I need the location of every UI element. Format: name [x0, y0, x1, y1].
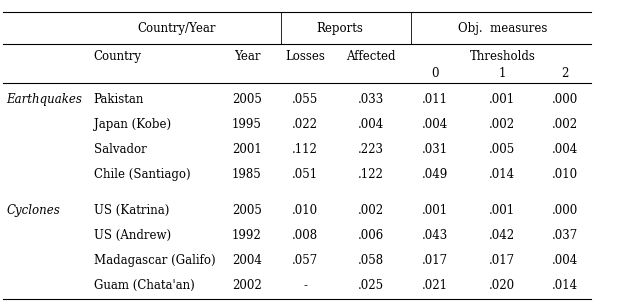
Text: Obj.  measures: Obj. measures — [458, 22, 548, 35]
Text: .057: .057 — [292, 254, 318, 267]
Text: .011: .011 — [422, 93, 448, 106]
Text: .000: .000 — [552, 204, 579, 217]
Text: 2001: 2001 — [232, 143, 261, 156]
Text: .033: .033 — [358, 93, 384, 106]
Text: 2005: 2005 — [232, 93, 262, 106]
Text: -: - — [303, 279, 307, 292]
Text: .049: .049 — [422, 168, 448, 181]
Text: .002: .002 — [358, 204, 384, 217]
Text: .001: .001 — [489, 204, 515, 217]
Text: .006: .006 — [358, 229, 384, 242]
Text: 1985: 1985 — [232, 168, 261, 181]
Text: 2004: 2004 — [232, 254, 262, 267]
Text: .017: .017 — [489, 254, 515, 267]
Text: Pakistan: Pakistan — [94, 93, 144, 106]
Text: .020: .020 — [489, 279, 515, 292]
Text: .001: .001 — [422, 204, 448, 217]
Text: Country: Country — [94, 50, 142, 63]
Text: .014: .014 — [552, 279, 579, 292]
Text: Reports: Reports — [316, 22, 363, 35]
Text: 1: 1 — [498, 67, 506, 80]
Text: Thresholds: Thresholds — [470, 50, 536, 63]
Text: 1992: 1992 — [232, 229, 261, 242]
Text: Affected: Affected — [346, 50, 396, 63]
Text: Guam (Chata'an): Guam (Chata'an) — [94, 279, 194, 292]
Text: .031: .031 — [422, 143, 448, 156]
Text: .002: .002 — [489, 118, 515, 131]
Text: Cyclones: Cyclones — [6, 204, 60, 217]
Text: 1995: 1995 — [232, 118, 262, 131]
Text: 2: 2 — [561, 67, 569, 80]
Text: Chile (Santiago): Chile (Santiago) — [94, 168, 191, 181]
Text: Year: Year — [234, 50, 260, 63]
Text: .004: .004 — [358, 118, 384, 131]
Text: .001: .001 — [489, 93, 515, 106]
Text: .042: .042 — [489, 229, 515, 242]
Text: US (Andrew): US (Andrew) — [94, 229, 171, 242]
Text: .025: .025 — [358, 279, 384, 292]
Text: Japan (Kobe): Japan (Kobe) — [94, 118, 171, 131]
Text: .010: .010 — [292, 204, 318, 217]
Text: Losses: Losses — [285, 50, 325, 63]
Text: .122: .122 — [358, 168, 384, 181]
Text: .008: .008 — [292, 229, 318, 242]
Text: 2002: 2002 — [232, 279, 261, 292]
Text: Country/Year: Country/Year — [137, 22, 216, 35]
Text: US (Katrina): US (Katrina) — [94, 204, 169, 217]
Text: .022: .022 — [292, 118, 318, 131]
Text: .058: .058 — [358, 254, 384, 267]
Text: .055: .055 — [292, 93, 318, 106]
Text: .004: .004 — [552, 143, 579, 156]
Text: .043: .043 — [422, 229, 448, 242]
Text: .004: .004 — [552, 254, 579, 267]
Text: .021: .021 — [422, 279, 448, 292]
Text: 2005: 2005 — [232, 204, 262, 217]
Text: .000: .000 — [552, 93, 579, 106]
Text: Salvador: Salvador — [94, 143, 146, 156]
Text: .051: .051 — [292, 168, 318, 181]
Text: Earthquakes: Earthquakes — [6, 93, 82, 106]
Text: .112: .112 — [292, 143, 318, 156]
Text: .005: .005 — [489, 143, 515, 156]
Text: 0: 0 — [431, 67, 439, 80]
Text: Madagascar (Galifo): Madagascar (Galifo) — [94, 254, 215, 267]
Text: .004: .004 — [422, 118, 448, 131]
Text: .223: .223 — [358, 143, 384, 156]
Text: .037: .037 — [552, 229, 579, 242]
Text: .010: .010 — [552, 168, 579, 181]
Text: .002: .002 — [552, 118, 579, 131]
Text: .017: .017 — [422, 254, 448, 267]
Text: .014: .014 — [489, 168, 515, 181]
